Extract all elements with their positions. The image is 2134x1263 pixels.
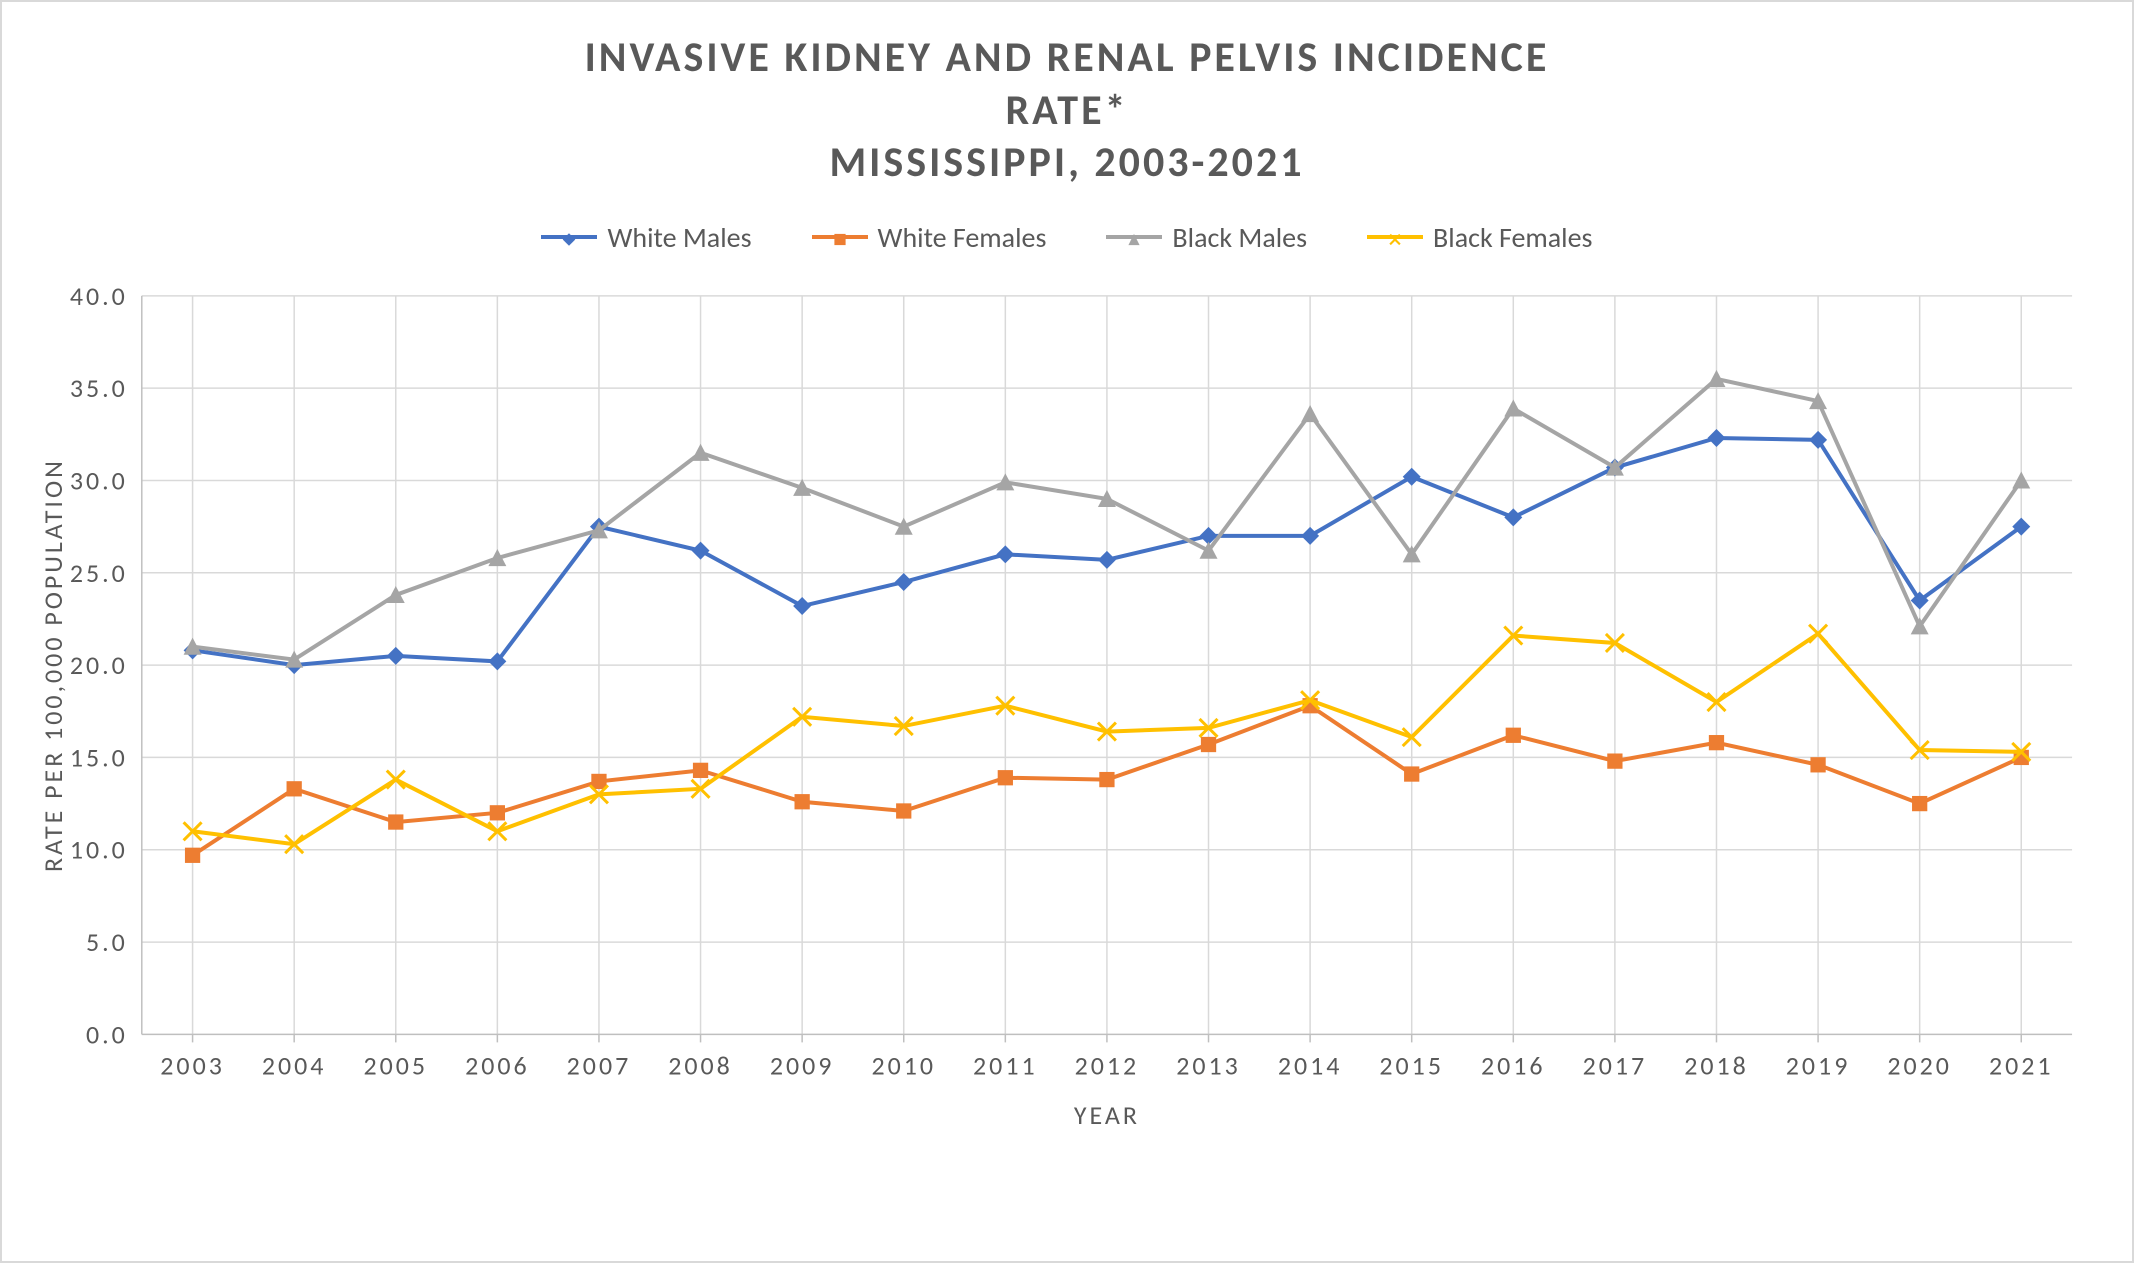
marker-square-icon <box>388 814 403 829</box>
legend-label: White Males <box>607 220 751 255</box>
legend-line <box>1367 235 1423 239</box>
legend-label: White Females <box>878 220 1047 255</box>
legend-line <box>812 235 868 239</box>
legend-marker-icon <box>1127 220 1141 255</box>
legend-item: White Females <box>812 220 1047 255</box>
chart-title: INVASIVE KIDNEY AND RENAL PELVIS INCIDEN… <box>32 32 2102 190</box>
x-tick-label: 2016 <box>1481 1049 1546 1081</box>
chart-container: INVASIVE KIDNEY AND RENAL PELVIS INCIDEN… <box>0 0 2134 1263</box>
title-line-2: RATE* <box>32 85 2102 138</box>
legend-label: Black Females <box>1433 220 1592 255</box>
x-tick-label: 2020 <box>1887 1049 1952 1081</box>
x-tick-label: 2007 <box>567 1049 632 1081</box>
x-tick-label: 2004 <box>262 1049 327 1081</box>
y-tick-label: 40.0 <box>70 285 128 312</box>
marker-diamond-icon <box>1403 467 1421 485</box>
y-tick-label: 15.0 <box>70 741 128 773</box>
legend-line <box>1106 235 1162 239</box>
x-tick-label: 2011 <box>973 1049 1038 1081</box>
marker-square-icon <box>1709 735 1724 750</box>
x-tick-label: 2006 <box>465 1049 530 1081</box>
x-tick-label: 2019 <box>1786 1049 1851 1081</box>
marker-square-icon <box>1201 736 1216 751</box>
x-tick-label: 2014 <box>1278 1049 1343 1081</box>
marker-square-icon <box>1912 795 1927 810</box>
x-tick-label: 2012 <box>1075 1049 1140 1081</box>
marker-square-icon <box>896 803 911 818</box>
y-axis-title: RATE PER 100,000 POPULATION <box>37 458 69 872</box>
marker-square-icon <box>1506 727 1521 742</box>
marker-square-icon <box>1810 757 1825 772</box>
marker-square-icon <box>998 770 1013 785</box>
x-axis-title: YEAR <box>1074 1099 1140 1131</box>
plot-area: 0.0 5.0 10.0 15.0 20.0 25.0 30.0 35.0 40.0 2003 20… <box>32 285 2102 1155</box>
y-tick-label: 0.0 <box>86 1018 128 1050</box>
marker-diamond-icon <box>895 573 913 591</box>
legend: White Males White Females Black Males Black… <box>32 220 2102 255</box>
y-tick-label: 30.0 <box>70 464 128 496</box>
legend-marker-icon <box>833 220 847 255</box>
marker-diamond-icon <box>1098 550 1116 568</box>
x-tick-label: 2015 <box>1379 1049 1444 1081</box>
x-tick-label: 2008 <box>668 1049 733 1081</box>
x-tick-label: 2009 <box>770 1049 835 1081</box>
legend-marker-icon <box>1388 220 1402 255</box>
legend-item: Black Females <box>1367 220 1592 255</box>
y-tick-label: 20.0 <box>70 649 128 681</box>
title-line-1: INVASIVE KIDNEY AND RENAL PELVIS INCIDEN… <box>32 32 2102 85</box>
legend-item: Black Males <box>1106 220 1307 255</box>
marker-square-icon <box>185 847 200 862</box>
y-tick-label: 5.0 <box>86 926 128 958</box>
legend-marker-icon <box>562 220 576 255</box>
marker-triangle-icon <box>1504 399 1522 416</box>
x-tick-label: 2018 <box>1684 1049 1749 1081</box>
marker-diamond-icon <box>1504 508 1522 526</box>
x-tick-label: 2013 <box>1176 1049 1241 1081</box>
title-line-3: MISSISSIPPI, 2003-2021 <box>32 137 2102 190</box>
marker-diamond-icon <box>1301 526 1319 544</box>
marker-diamond-icon <box>996 545 1014 563</box>
legend-label: Black Males <box>1172 220 1307 255</box>
marker-square-icon <box>1099 771 1114 786</box>
legend-item: White Males <box>541 220 751 255</box>
marker-triangle-icon <box>1301 405 1319 422</box>
legend-line <box>541 235 597 239</box>
plot-svg: 0.0 5.0 10.0 15.0 20.0 25.0 30.0 35.0 40.0 2003 20… <box>32 285 2102 1155</box>
marker-diamond-icon <box>793 597 811 615</box>
marker-square-icon <box>693 762 708 777</box>
marker-square-icon <box>1607 753 1622 768</box>
marker-triangle-icon <box>692 443 710 460</box>
marker-square-icon <box>795 794 810 809</box>
gridlines <box>142 295 2072 1034</box>
x-tick-label: 2005 <box>363 1049 428 1081</box>
marker-diamond-icon <box>1707 429 1725 447</box>
x-tick-label: 2010 <box>871 1049 936 1081</box>
y-tick-label: 35.0 <box>70 372 128 404</box>
x-tick-label: 2003 <box>160 1049 225 1081</box>
marker-diamond-icon <box>692 541 710 559</box>
marker-square-icon <box>591 773 606 788</box>
marker-square-icon <box>490 805 505 820</box>
y-tick-label: 25.0 <box>70 556 128 588</box>
marker-square-icon <box>1404 766 1419 781</box>
y-tick-label: 10.0 <box>70 833 128 865</box>
marker-diamond-icon <box>387 646 405 664</box>
x-tick-label: 2021 <box>1989 1049 2054 1081</box>
x-tick-label: 2017 <box>1583 1049 1648 1081</box>
marker-square-icon <box>287 781 302 796</box>
